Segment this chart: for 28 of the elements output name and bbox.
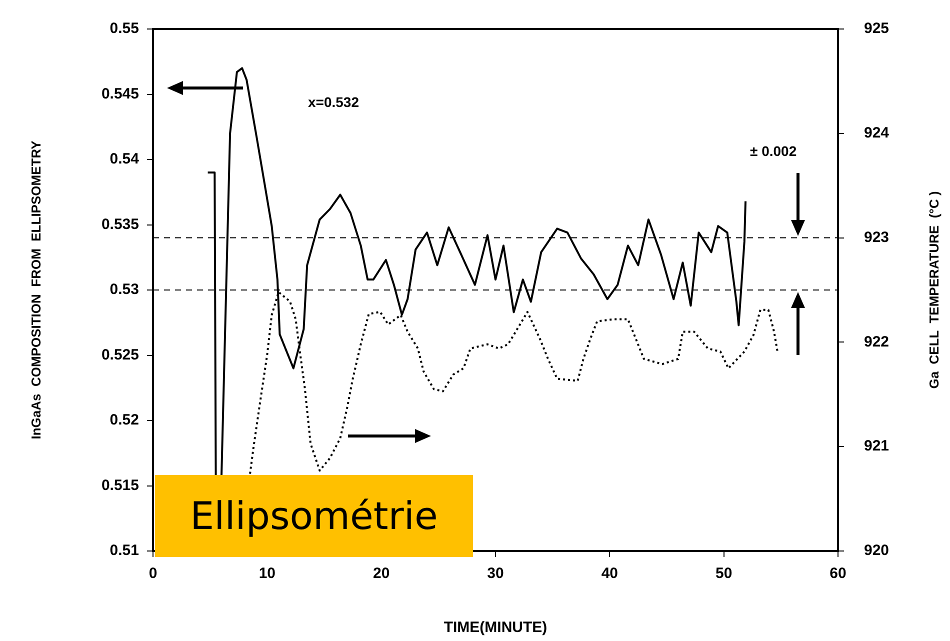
y2-tick-label: 922: [864, 333, 890, 350]
x-tick-label: 0: [148, 565, 158, 582]
y-tick-label: 0.535: [101, 216, 139, 233]
annotation: x=0.532: [308, 94, 360, 110]
x-axis-title: TIME(MINUTE): [444, 619, 548, 636]
y-axis-title: InGaAs COMPOSITION FROM ELLIPSOMETRY: [28, 140, 44, 440]
y-tick-label: 0.545: [101, 85, 139, 102]
y2-tick-label: 923: [864, 228, 890, 246]
y-tick-label: 0.52: [110, 412, 139, 429]
x-tick-label: 10: [258, 565, 276, 582]
y-tick-label: 0.525: [101, 346, 139, 364]
x-tick-label: 40: [601, 565, 618, 582]
y2-tick-label: 924: [864, 124, 890, 142]
y-tick-label: 0.51: [110, 542, 139, 560]
x-tick-label: 60: [830, 565, 846, 582]
y2-axis-title: Ga CELL TEMPERATURE (°C ): [926, 191, 942, 389]
y-tick-label: 0.55: [110, 20, 139, 38]
y2-tick-label: 920: [864, 542, 890, 560]
annotation: ± 0.002: [750, 142, 797, 159]
x-tick-label: 20: [372, 565, 390, 582]
x-tick-label: 30: [487, 565, 504, 582]
y2-tick-label: 921: [864, 438, 890, 455]
y-tick-label: 0.54: [110, 150, 140, 168]
x-tick-label: 50: [715, 565, 732, 582]
y-tick-label: 0.53: [110, 281, 139, 298]
y2-tick-label: 925: [864, 20, 890, 38]
annotation: Ellipsométrie: [155, 475, 473, 557]
y-tick-label: 0.515: [101, 476, 139, 494]
